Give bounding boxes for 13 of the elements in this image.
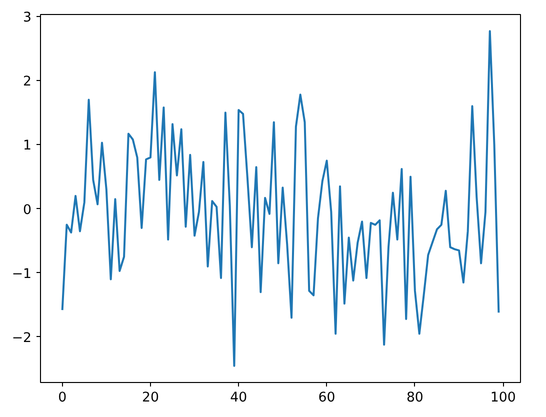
y-tick-label: 1 bbox=[23, 138, 32, 154]
x-tick-label: 60 bbox=[318, 390, 336, 406]
x-tick-label: 0 bbox=[58, 390, 67, 406]
x-tick-label: 100 bbox=[490, 390, 516, 406]
y-tick-label: −2 bbox=[12, 330, 32, 346]
y-tick-label: 3 bbox=[23, 10, 32, 26]
x-tick-label: 40 bbox=[230, 390, 248, 406]
y-tick-label: −1 bbox=[12, 266, 32, 282]
y-tick-label: 0 bbox=[23, 202, 32, 218]
line-series bbox=[61, 30, 500, 367]
y-tick-label: 2 bbox=[23, 74, 32, 90]
x-tick-label: 80 bbox=[406, 390, 424, 406]
x-tick-label: 20 bbox=[142, 390, 159, 406]
